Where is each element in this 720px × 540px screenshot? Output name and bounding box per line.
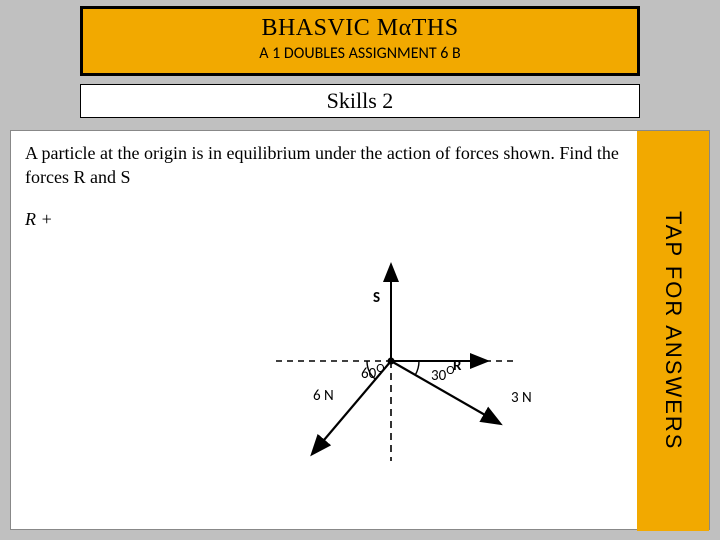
force-6n-label: 6 N <box>313 387 334 405</box>
header-subtitle: A 1 DOUBLES ASSIGNMENT 6 B <box>83 44 637 63</box>
diagram-svg <box>221 241 561 481</box>
skills-label: Skills 2 <box>80 84 640 118</box>
force-diagram: 60O 30O 6 N 3 N S R <box>221 241 561 481</box>
tap-text: TAP FOR ANSWERS <box>660 211 686 450</box>
tap-for-answers[interactable]: TAP FOR ANSWERS <box>637 131 709 531</box>
r-vector-label: R <box>453 357 461 375</box>
content-area: A particle at the origin is in equilibri… <box>10 130 710 530</box>
angle-30-label: 30O <box>431 363 455 385</box>
r-plus-label: R + <box>25 209 53 230</box>
problem-text: A particle at the origin is in equilibri… <box>25 141 625 190</box>
header-banner: BHASVIC MαTHS A 1 DOUBLES ASSIGNMENT 6 B <box>80 6 640 76</box>
header-title: BHASVIC MαTHS <box>83 15 637 42</box>
angle-60-label: 60O <box>361 361 385 383</box>
s-vector-label: S <box>373 289 380 307</box>
force-3n-label: 3 N <box>511 389 532 407</box>
